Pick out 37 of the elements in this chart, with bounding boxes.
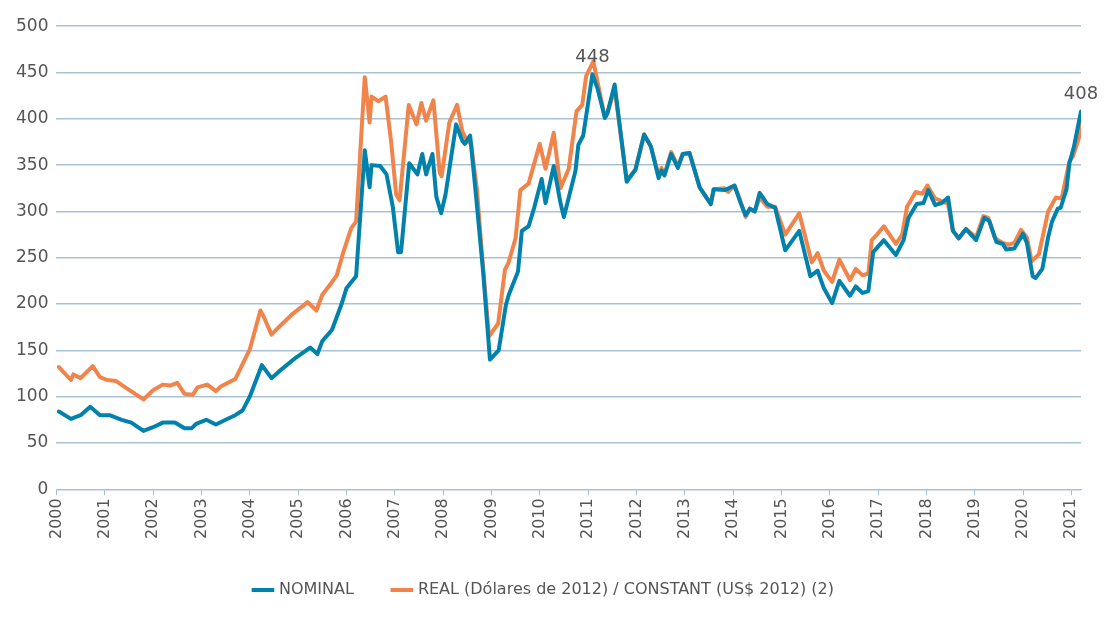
x-tick-label: 2002 [142,498,162,539]
x-tick-label: 2008 [432,498,452,539]
x-tick-label: 2007 [383,498,403,539]
y-tick-label: 350 [15,153,49,174]
x-tick-label: 2013 [673,498,693,539]
x-tick-label: 2009 [480,498,500,539]
legend-label: NOMINAL [278,579,354,599]
y-tick-label: 500 [15,14,49,35]
y-tick-label: 450 [15,60,49,81]
y-tick-label: 150 [15,338,49,359]
y-tick-label: 0 [37,477,49,498]
x-tick-label: 2003 [190,498,210,539]
y-tick-label: 400 [15,107,49,128]
x-tick-label: 2021 [1060,498,1080,539]
x-tick-label: 2001 [93,498,113,539]
x-tick-label: 2000 [45,498,65,539]
x-tick-label: 2017 [867,498,887,539]
x-tick-label: 2005 [287,498,307,539]
annotation: 408 [1063,82,1099,104]
x-tick-label: 2006 [335,498,355,539]
x-tick-label: 2010 [528,498,548,539]
annotation: 448 [575,45,610,67]
y-tick-label: 100 [15,385,49,406]
x-tick-label: 2012 [625,498,645,539]
x-tick-label: 2020 [1012,498,1032,539]
x-tick-label: 2014 [722,498,742,539]
legend-label: REAL (Dólares de 2012) / CONSTANT (US$ 2012) (2) [417,579,835,599]
x-tick-label: 2016 [818,498,838,539]
y-tick-label: 50 [26,431,49,452]
x-tick-label: 2015 [770,498,790,539]
x-tick-label: 2018 [915,498,935,539]
y-tick-label: 300 [15,199,49,220]
x-tick-label: 2019 [963,498,983,539]
x-tick-label: 2004 [238,498,258,539]
y-tick-label: 250 [15,246,49,267]
y-tick-label: 200 [15,292,49,313]
x-tick-label: 2011 [577,498,597,539]
